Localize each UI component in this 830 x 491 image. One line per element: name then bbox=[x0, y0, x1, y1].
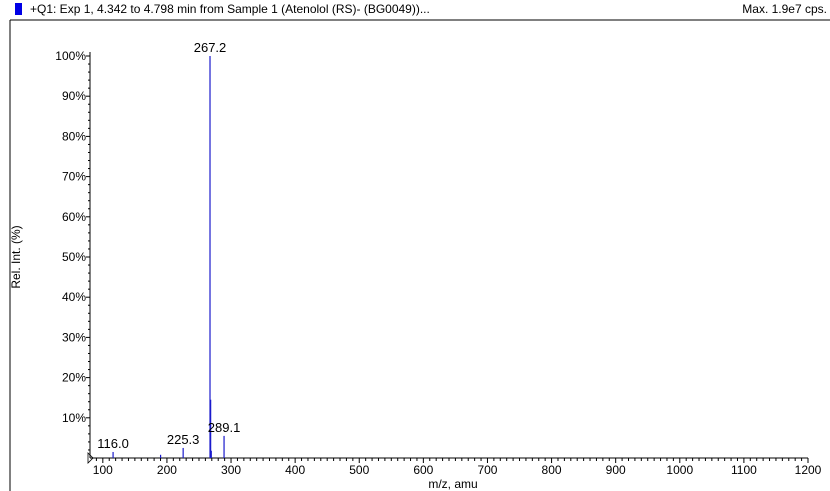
peak-label: 267.2 bbox=[194, 40, 227, 55]
peaks bbox=[112, 56, 225, 458]
x-tick-label: 1100 bbox=[731, 463, 757, 477]
x-tick-label: 100 bbox=[93, 463, 113, 477]
y-axis-label: Rel. Int. (%) bbox=[9, 225, 23, 288]
x-axis-label: m/z, amu bbox=[428, 477, 477, 491]
x-tick-label: 400 bbox=[285, 463, 305, 477]
y-tick-label: 70% bbox=[62, 170, 86, 184]
x-tick-label: 900 bbox=[606, 463, 626, 477]
legend-marker bbox=[15, 3, 22, 15]
y-tick-label: 60% bbox=[62, 210, 86, 224]
spectrum-title: +Q1: Exp 1, 4.342 to 4.798 min from Samp… bbox=[30, 2, 430, 16]
y-tick-label: 10% bbox=[62, 411, 86, 425]
y-tick-label: 90% bbox=[62, 89, 86, 103]
y-tick-label: 30% bbox=[62, 330, 86, 344]
x-tick-label: 1000 bbox=[666, 463, 693, 477]
y-tick-label: 40% bbox=[62, 290, 86, 304]
x-tick-label: 600 bbox=[413, 463, 433, 477]
peak-labels: 116.0 225.3 267.2 289.1 bbox=[97, 40, 240, 451]
peak-label: 289.1 bbox=[208, 420, 241, 435]
axes: 100 200 300 400 500 600 700 800 900 1000 1100 1200 1… bbox=[55, 49, 821, 477]
x-tick-label: 500 bbox=[349, 463, 369, 477]
peak-label: 225.3 bbox=[167, 432, 200, 447]
peak-label: 116.0 bbox=[97, 436, 129, 451]
x-tick-label: 800 bbox=[542, 463, 562, 477]
axis-origin-marker bbox=[87, 452, 94, 464]
x-tick-label: 700 bbox=[477, 463, 497, 477]
y-tick-label: 80% bbox=[62, 129, 86, 143]
x-tick-label: 200 bbox=[157, 463, 177, 477]
x-tick-label: 300 bbox=[221, 463, 241, 477]
y-tick-label: 100% bbox=[55, 49, 86, 63]
max-intensity-label: Max. 1.9e7 cps. bbox=[742, 2, 827, 16]
x-tick-label: 1200 bbox=[795, 463, 822, 477]
y-tick-label: 20% bbox=[62, 371, 86, 385]
y-tick-label: 50% bbox=[62, 250, 86, 264]
